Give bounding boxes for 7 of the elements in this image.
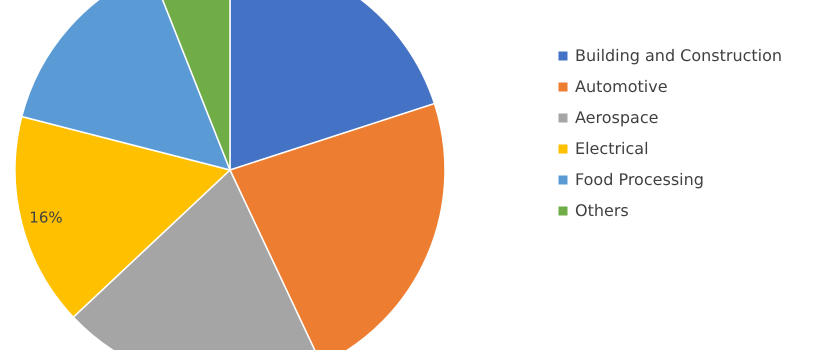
legend-label: Automotive	[575, 77, 668, 96]
data-label: 16%	[29, 208, 63, 226]
legend-label: Others	[575, 201, 629, 220]
legend-label: Electrical	[575, 139, 649, 158]
legend-label: Aerospace	[575, 108, 658, 127]
legend-label: Building and Construction	[575, 46, 782, 65]
legend-label: Food Processing	[575, 170, 704, 189]
